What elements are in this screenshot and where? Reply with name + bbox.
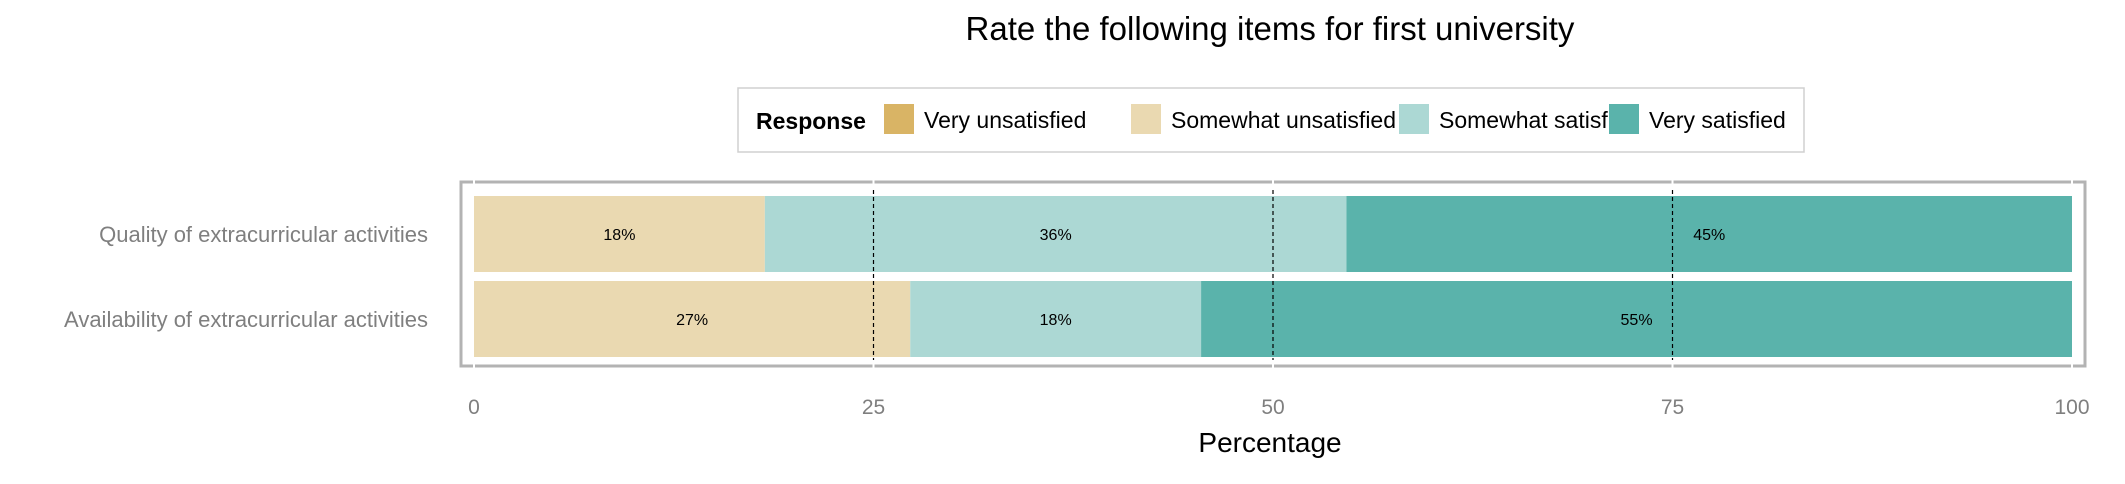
legend-entry-label: Somewhat unsatisfied	[1171, 107, 1396, 133]
x-tick-label: 100	[2054, 396, 2089, 419]
legend-entry-label: Very unsatisfied	[924, 107, 1086, 133]
y-category-label: Availability of extracurricular activiti…	[64, 307, 428, 332]
x-axis: 0 25 50 75 100	[468, 396, 2089, 419]
bar-data-label: 18%	[603, 227, 635, 244]
x-tick-label: 75	[1661, 396, 1684, 419]
legend-key	[1609, 104, 1639, 134]
bar-segment	[910, 281, 1202, 357]
legend-key	[1131, 104, 1161, 134]
bar-data-label: 55%	[1621, 312, 1653, 329]
x-tick-label: 0	[468, 396, 480, 419]
bar-segment	[764, 196, 1347, 272]
chart-title: Rate the following items for first unive…	[966, 10, 1575, 47]
bar-data-label: 27%	[676, 312, 708, 329]
y-axis: Quality of extracurricular activities Ava…	[64, 222, 428, 332]
legend-title: Response	[756, 108, 866, 134]
plot-panel: 18% 36% 45% 27% 18% 55%	[459, 180, 2087, 368]
bar-data-label: 45%	[1693, 227, 1725, 244]
y-category-label: Quality of extracurricular activities	[99, 222, 428, 247]
legend-key	[1399, 104, 1429, 134]
bar-segment	[1346, 196, 2072, 272]
x-axis-label: Percentage	[1198, 427, 1341, 458]
legend-entry-label: Very satisfied	[1649, 107, 1786, 133]
legend-entry-label: Somewhat satisfied	[1439, 107, 1638, 133]
bar-data-label: 18%	[1040, 312, 1072, 329]
x-tick-label: 25	[862, 396, 885, 419]
legend: Response Very unsatisfied Somewhat unsati…	[737, 87, 1805, 153]
bar-segment	[474, 281, 911, 357]
bar-segment	[474, 196, 765, 272]
legend-key	[884, 104, 914, 134]
bar-data-label: 36%	[1040, 227, 1072, 244]
bar-segment	[1201, 281, 2072, 357]
x-tick-label: 50	[1261, 396, 1284, 419]
